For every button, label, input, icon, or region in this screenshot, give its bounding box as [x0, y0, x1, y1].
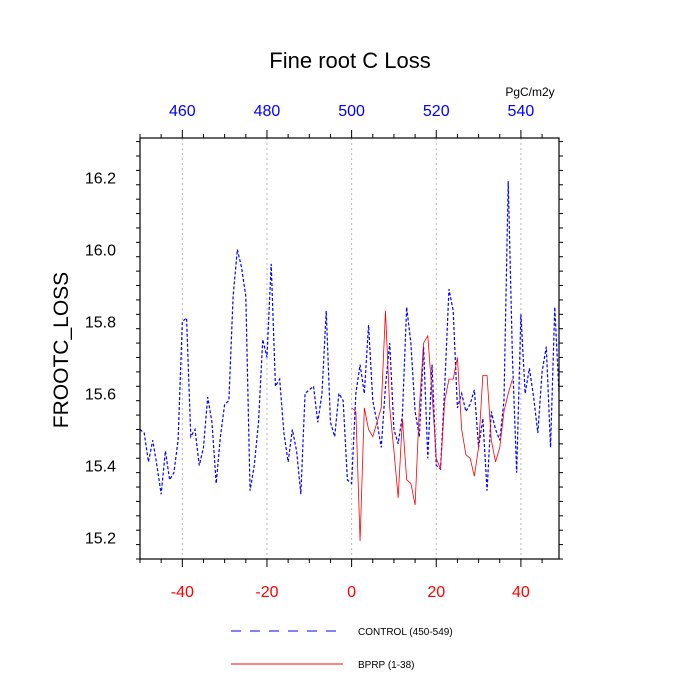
x-tick-label-top: 460: [169, 103, 196, 120]
series-line-bprp: [351, 310, 513, 542]
x-tick-label-bottom: 40: [512, 584, 530, 601]
y-tick-label: 15.4: [85, 458, 116, 475]
x-tick-label-top: 480: [254, 103, 281, 120]
y-tick-label: 16.0: [85, 243, 116, 260]
x-tick-label-bottom: -40: [171, 584, 194, 601]
x-tick-label-top: 520: [423, 103, 450, 120]
grid-lines: [181, 138, 522, 559]
series-line-control: [139, 181, 560, 495]
legend: CONTROL (450-549) BPRP (1-38): [231, 627, 453, 671]
series-layer: [139, 181, 560, 542]
y-tick-label: 16.2: [85, 171, 116, 188]
axes: -40 -20 0 20 40 460 480 500 520 540 15.2 15.4 15.6 15…: [85, 103, 563, 601]
x-tick-label-bottom: 0: [347, 584, 356, 601]
y-axis-label: FROOTC_LOSS: [50, 272, 73, 428]
x-tick-label-top: 500: [338, 103, 365, 120]
plot-frame: [139, 137, 560, 560]
top-axis-unit-label: PgC/m2y: [505, 85, 554, 99]
y-tick-label: 15.6: [85, 386, 116, 403]
x-tick-label-bottom: -20: [255, 584, 278, 601]
chart-title: Fine root C Loss: [269, 48, 430, 73]
x-tick-label-top: 540: [508, 103, 535, 120]
y-tick-label: 15.8: [85, 315, 116, 332]
legend-label-control: CONTROL (450-549): [358, 627, 453, 638]
x-tick-label-bottom: 20: [427, 584, 445, 601]
y-tick-label: 15.2: [85, 530, 116, 547]
legend-label-bprp: BPRP (1-38): [358, 660, 415, 671]
